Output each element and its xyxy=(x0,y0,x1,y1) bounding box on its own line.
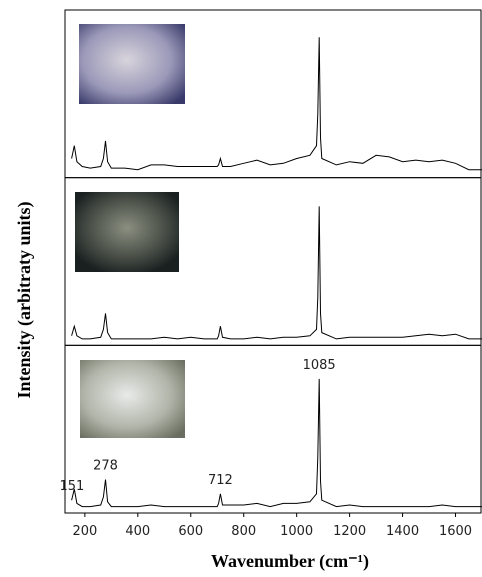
x-tick-label: 1600 xyxy=(439,524,472,539)
peak-label: 1085 xyxy=(303,358,336,373)
x-tick-label: 1000 xyxy=(280,524,313,539)
spectrum-line xyxy=(71,378,482,508)
x-axis-label: Wavenumber (cm⁻¹) xyxy=(211,551,369,572)
inset-photo xyxy=(79,24,185,104)
x-tick-label: 800 xyxy=(231,524,256,539)
inset-photo xyxy=(80,360,185,438)
peak-label: 712 xyxy=(208,473,233,488)
peak-label: 151 xyxy=(59,479,84,494)
x-tick-label: 600 xyxy=(178,524,203,539)
y-axis-label: Intensity (arbitraty units) xyxy=(14,201,35,398)
x-tick-label: 1400 xyxy=(386,524,419,539)
spectrum-line xyxy=(71,206,482,340)
spectrum-line xyxy=(71,37,482,171)
inset-photo xyxy=(75,192,179,272)
panel-frame xyxy=(64,344,482,514)
x-tick-label: 1200 xyxy=(333,524,366,539)
peak-label: 278 xyxy=(93,458,118,473)
x-tick-label: 200 xyxy=(72,524,97,539)
x-tick-label: 400 xyxy=(125,524,150,539)
